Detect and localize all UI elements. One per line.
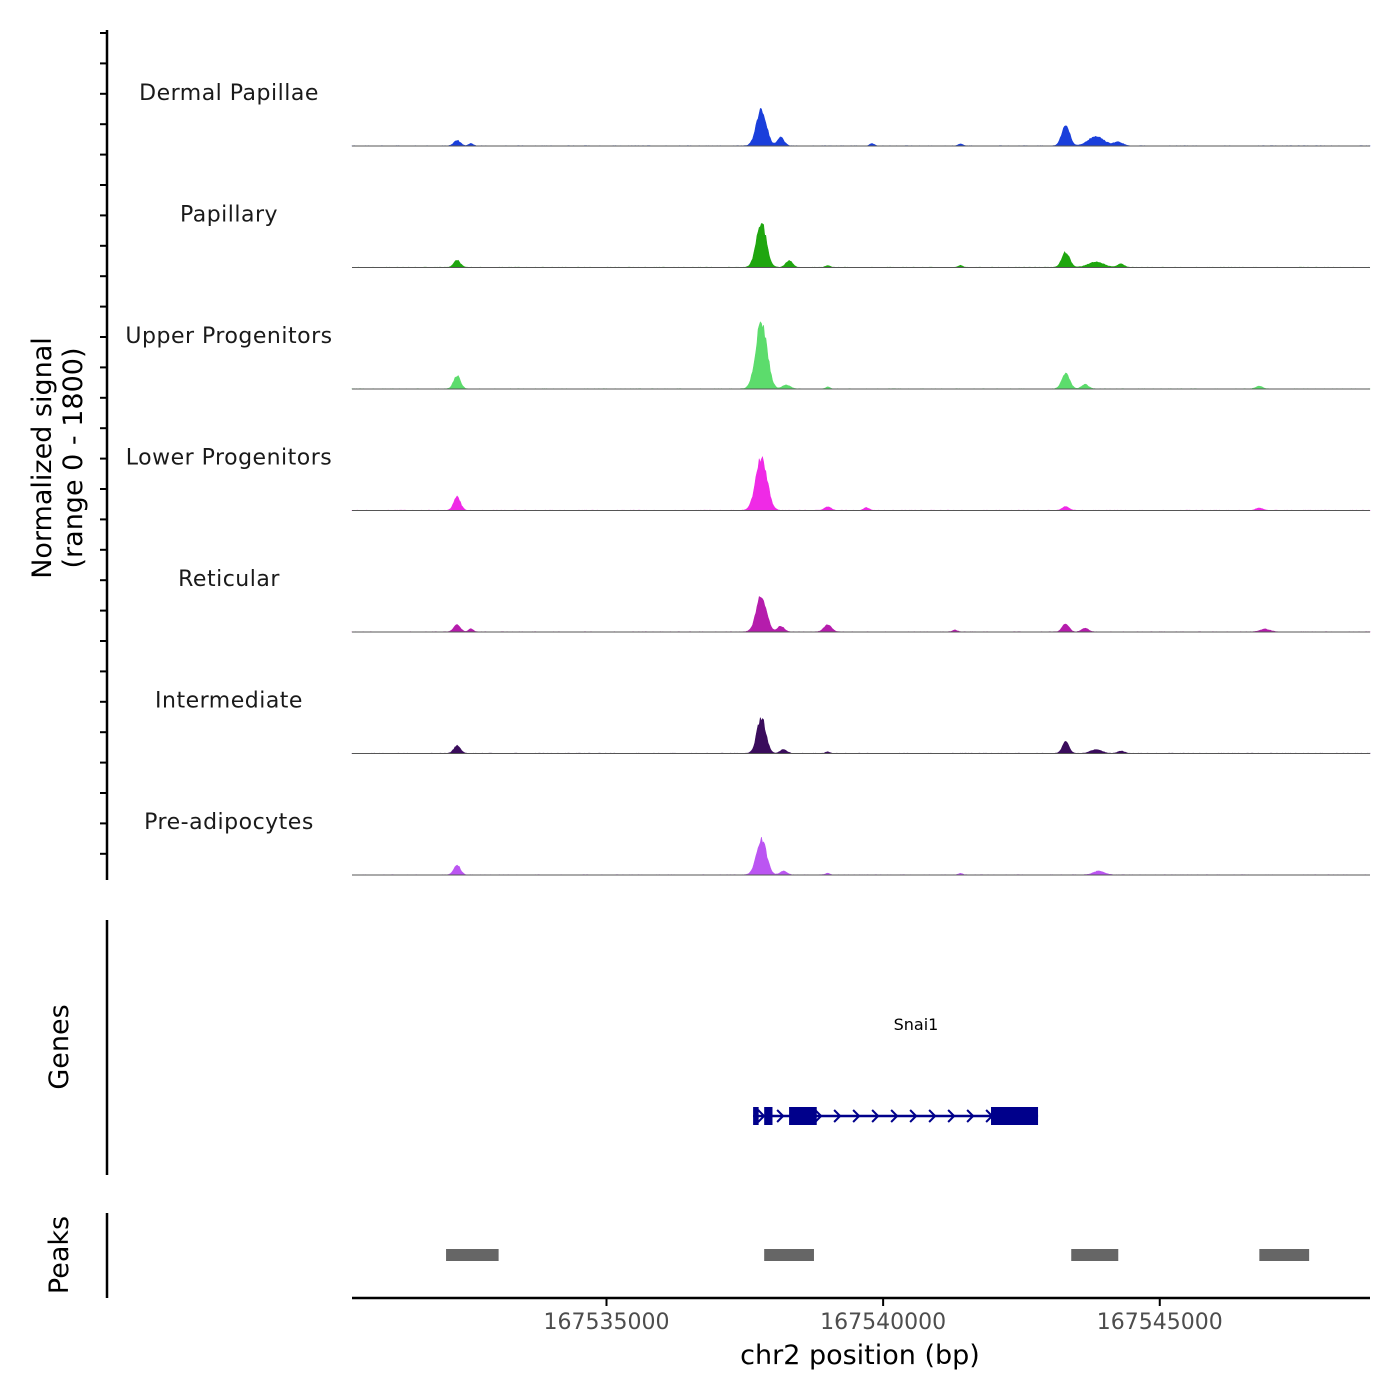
track-label: Dermal Papillae [139, 81, 319, 106]
gene-exon [753, 1107, 759, 1125]
gene-exon [991, 1107, 1039, 1125]
x-tick-label: 167535000 [544, 1310, 670, 1335]
signal-y-axis-title: Normalized signal [27, 337, 58, 579]
strand-arrow [814, 1109, 823, 1123]
peak-region [1259, 1249, 1310, 1261]
track-label: Papillary [180, 203, 278, 228]
strand-arrow [833, 1109, 842, 1123]
track-lower-progenitors: Lower Progenitors [126, 446, 1371, 511]
track-label: Intermediate [155, 689, 303, 714]
strand-arrow [852, 1109, 861, 1123]
coverage-area [351, 456, 1371, 511]
peak-region [446, 1249, 499, 1261]
track-label: Reticular [178, 567, 280, 592]
strand-arrow [776, 1109, 785, 1123]
track-pre-adipocytes: Pre-adipocytes [144, 810, 1371, 876]
strand-arrow [947, 1109, 956, 1123]
strand-arrow [871, 1109, 880, 1123]
gene-track: Snai1 [753, 1015, 1039, 1125]
gene-exon [764, 1107, 773, 1125]
x-axis-ticks: 167535000 167540000 167545000 [544, 1298, 1223, 1335]
coverage-tracks: Dermal Papillae Papillary Upper Progenitor… [125, 81, 1371, 876]
strand-arrow [966, 1109, 975, 1123]
coverage-area [351, 107, 1371, 147]
genes-track-title: Genes [44, 1004, 75, 1089]
track-label: Upper Progenitors [125, 324, 332, 349]
x-tick-label: 167545000 [1097, 1310, 1223, 1335]
gene-snai1: Snai1 [753, 1015, 1039, 1125]
signal-y-axis-ticks [100, 32, 107, 855]
strand-arrow [928, 1109, 937, 1123]
gene-exon [789, 1107, 817, 1125]
gene-name-label: Snai1 [894, 1015, 939, 1034]
peak-region [764, 1249, 814, 1261]
track-label: Lower Progenitors [126, 446, 332, 471]
peaks-track-title: Peaks [44, 1216, 75, 1294]
coverage-area [351, 596, 1371, 633]
track-label: Pre-adipocytes [144, 810, 314, 835]
x-tick-label: 167540000 [820, 1310, 946, 1335]
peak-region [1071, 1249, 1119, 1261]
track-upper-progenitors: Upper Progenitors [125, 321, 1371, 390]
track-dermal-papillae: Dermal Papillae [139, 81, 1371, 147]
track-reticular: Reticular [178, 567, 1371, 633]
strand-arrow [757, 1109, 766, 1123]
coverage-area [351, 321, 1371, 390]
coverage-area [351, 836, 1371, 876]
peak-track [446, 1249, 1310, 1261]
signal-y-axis-range: (range 0 - 1800) [58, 348, 89, 569]
strand-arrow [909, 1109, 918, 1123]
coverage-area [351, 717, 1371, 754]
x-axis-title: chr2 position (bp) [740, 1340, 980, 1371]
track-papillary: Papillary [180, 203, 1371, 268]
coverage-area [351, 223, 1371, 268]
track-intermediate: Intermediate [155, 689, 1371, 754]
strand-arrow [890, 1109, 899, 1123]
